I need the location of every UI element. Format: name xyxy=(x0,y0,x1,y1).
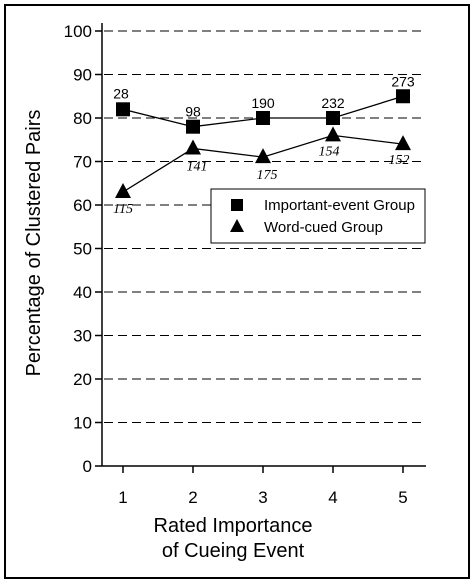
legend: Important-event Group Word-cued Group xyxy=(210,188,426,244)
y-tick-label-80: 80 xyxy=(73,109,92,128)
marker-triangle-x1 xyxy=(115,182,131,198)
marker-triangle-x4 xyxy=(325,126,341,142)
series-line-word-cued xyxy=(122,134,404,193)
y-tick-label-70: 70 xyxy=(73,153,92,172)
legend-label-important-event: Important-event Group xyxy=(264,197,415,214)
y-tick-label-90: 90 xyxy=(73,66,92,85)
n-label-important-x1: 28 xyxy=(113,85,129,101)
x-tick-label-4: 4 xyxy=(328,488,337,507)
y-tick-label-100: 100 xyxy=(64,22,92,41)
n-label-word-x2: 141 xyxy=(187,159,208,174)
axes xyxy=(95,23,426,473)
x-tick-label-5: 5 xyxy=(398,488,407,507)
legend-label-word-cued: Word-cued Group xyxy=(264,219,383,236)
marker-square-x2 xyxy=(186,119,200,134)
legend-box xyxy=(210,188,426,244)
marker-square-x3 xyxy=(256,111,270,125)
x-axis-title-line1: Rated Importance xyxy=(154,515,313,537)
series xyxy=(115,89,411,198)
marker-triangle-x3 xyxy=(255,148,271,164)
x-tick-label-3: 3 xyxy=(258,488,267,507)
x-axis-title-line2: of Cueing Event xyxy=(162,540,305,562)
y-tick-label-30: 30 xyxy=(73,327,92,346)
marker-square-x4 xyxy=(326,111,340,125)
n-label-word-x1: 115 xyxy=(113,202,133,217)
n-label-word-x3: 175 xyxy=(257,168,278,183)
n-label-important-x3: 190 xyxy=(251,95,275,111)
n-label-word-x4: 154 xyxy=(319,144,340,159)
legend-square-marker xyxy=(231,199,243,211)
marker-triangle-x2 xyxy=(185,139,201,155)
y-axis-title: Percentage of Clustered Pairs xyxy=(23,110,45,377)
y-tick-label-20: 20 xyxy=(73,370,92,389)
y-tick-label-50: 50 xyxy=(73,240,92,259)
n-label-important-x4: 232 xyxy=(321,95,345,111)
marker-triangle-x5 xyxy=(395,135,411,151)
legend-triangle-marker xyxy=(230,219,244,232)
y-tick-label-60: 60 xyxy=(73,196,92,215)
marker-square-x5 xyxy=(396,89,410,104)
y-tick-label-10: 10 xyxy=(73,414,92,433)
marker-square-x1 xyxy=(116,102,130,117)
x-tick-label-1: 1 xyxy=(118,488,127,507)
x-tick-label-2: 2 xyxy=(188,488,197,507)
x-tick-labels: 1 2 3 4 5 xyxy=(118,488,407,507)
n-label-word-x5: 152 xyxy=(389,153,410,168)
n-labels: 28 98 190 232 273 115 141 175 154 152 xyxy=(113,73,415,217)
n-label-important-x5: 273 xyxy=(391,73,415,89)
y-tick-labels: 0 10 20 30 40 50 60 70 80 90 100 xyxy=(64,22,92,476)
y-tick-label-0: 0 xyxy=(83,457,92,476)
n-label-important-x2: 98 xyxy=(185,104,201,120)
y-tick-label-40: 40 xyxy=(73,283,92,302)
